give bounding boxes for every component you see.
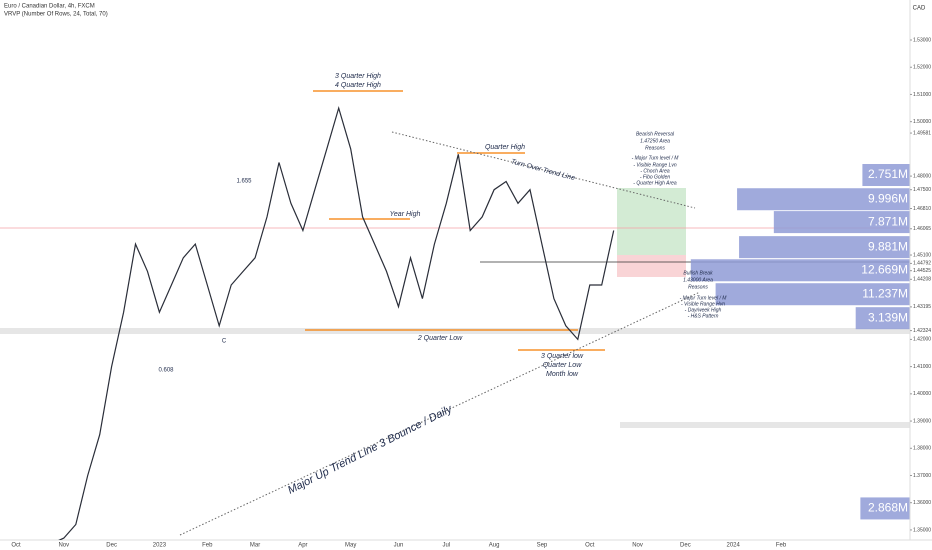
x-tick-label: May [345,543,356,549]
annotation: - Major Turn level / M [632,155,680,161]
y-tick-label: 1.48000 [913,173,931,179]
x-tick-label: Oct [11,543,21,549]
trend-line [391,131,696,209]
x-tick-label: Dec [106,543,117,549]
annotation: - Visible Range Lvn [633,162,676,168]
volume-label: 12.669M [861,262,908,276]
volume-label: 9.996M [868,191,908,205]
x-tick-label: 2023 [153,543,167,549]
y-tick-label: 1.50000 [913,119,931,125]
zone [620,422,910,428]
annotation: - Major Turn level / M [680,295,728,301]
x-tick-label: Apr [298,543,307,549]
y-tick-label: 1.51000 [913,92,931,98]
currency-label: CAD [913,6,926,12]
price-line [58,105,615,540]
annotation: 0.608 [158,368,174,374]
annotation: - H&S Pattern [688,313,719,319]
y-tick-label: 1.44208 [913,277,931,283]
y-tick-label: 1.49581 [913,130,931,136]
y-tick-label: 1.43195 [913,304,931,310]
y-tick-label: 1.40000 [913,391,931,397]
annotation: 1.47250 Area [640,138,670,144]
x-tick-label: 2024 [727,543,741,549]
annotation: 3 Quarter High [335,73,381,80]
y-tick-label: 1.39000 [913,418,931,424]
y-tick-label: 1.41000 [913,364,931,370]
volume-bar [773,211,910,234]
volume-label: 2.868M [868,501,908,515]
annotation: Year High [390,211,421,218]
annotation: Month low [546,371,579,378]
y-tick-label: 1.38000 [913,446,931,452]
y-tick-label: 1.42000 [913,337,931,343]
y-tick-label: 1.46065 [913,226,931,232]
volume-label: 11.237M [862,286,908,300]
annotation: Bearish Reversal [636,131,675,137]
annotation: Bullish Break [683,270,713,276]
annotation: C [222,339,227,345]
volume-label: 3.139M [868,310,908,324]
volume-bar [737,188,910,211]
volume-bar [862,164,910,187]
annotation: Reasons [645,145,665,151]
volume-label: 2.751M [868,167,908,181]
y-tick-label: 1.37000 [913,473,931,479]
x-tick-label: Aug [489,543,500,549]
y-tick-label: 1.47500 [913,187,931,193]
volume-label: 9.881M [868,239,908,253]
annotation: - Choch Area [640,168,669,174]
chart-title: Euro / Canadian Dollar, 4h, FXCM [4,4,95,10]
y-tick-label: 1.44525 [913,268,931,274]
annotation: Quarter High [485,144,525,151]
annotation: - Day/week High [685,307,722,313]
target-zone [617,188,686,255]
x-tick-label: Sep [537,543,548,549]
trend-line [179,291,701,536]
annotation: Reasons [688,284,708,290]
x-tick-label: Dec [680,543,691,549]
annotation: - Quarter High Area [633,180,677,186]
stop-zone [617,255,686,277]
volume-bar [690,259,910,282]
y-tick-label: 1.42324 [913,328,931,334]
volume-bar [715,283,910,306]
zone [0,328,910,334]
y-tick-label: 1.53000 [913,37,931,43]
x-tick-label: Oct [585,543,595,549]
y-tick-label: 1.45100 [913,252,931,258]
annotation: 1.43000 Area [683,277,713,283]
y-tick-label: 1.35000 [913,527,931,533]
annotation: - Visible Range Hvn [681,301,725,307]
x-tick-label: Feb [776,543,787,549]
annotation: 4 Quarter High [335,82,381,89]
y-tick-label: 1.36000 [913,500,931,506]
y-tick-label: 1.52000 [913,65,931,71]
y-tick-label: 1.46810 [913,206,931,212]
x-tick-label: Jun [394,543,404,549]
x-tick-label: Nov [632,543,643,549]
volume-bar [739,236,910,259]
indicator-label: VRVP (Number Of Rows, 24, Total, 70) [4,12,108,18]
annotation: 2 Quarter Low [417,335,463,342]
x-tick-label: Mar [250,543,260,549]
annotation: Quarter Low [543,362,582,369]
x-tick-label: Jul [442,543,450,549]
annotation: 1.655 [236,179,252,185]
volume-label: 7.871M [868,214,908,228]
annotation: - Fibo Golden [640,174,671,180]
y-tick-label: 1.44792 [913,261,931,267]
annotation: 3 Quarter low [541,353,584,360]
volume-bar [855,307,910,330]
x-tick-label: Feb [202,543,213,549]
x-tick-label: Nov [58,543,69,549]
volume-bar [860,497,910,520]
